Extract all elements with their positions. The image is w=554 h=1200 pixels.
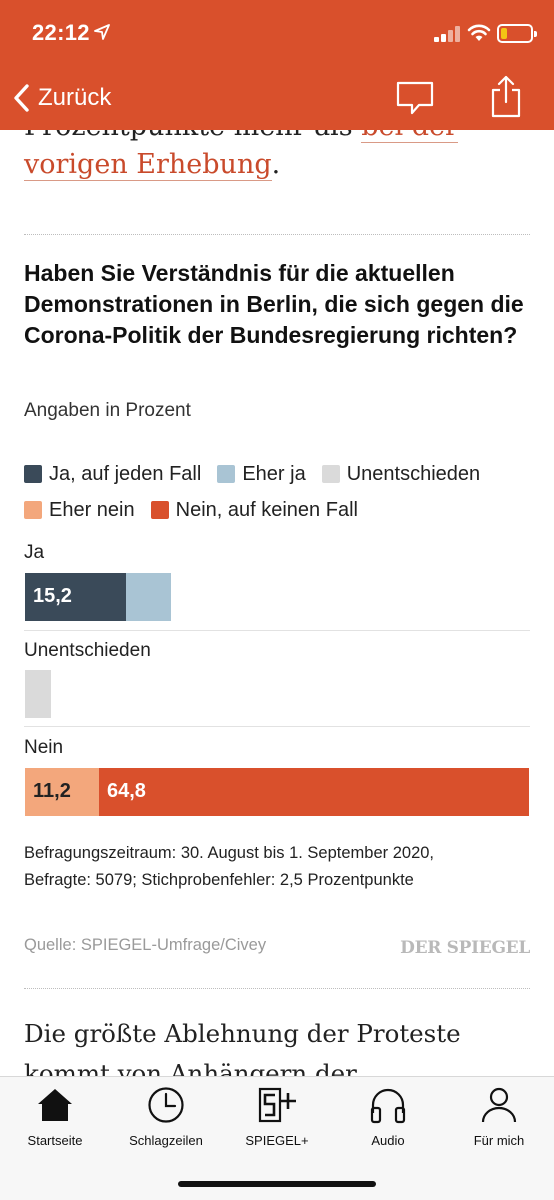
navigation-bar: Zurück (0, 70, 554, 126)
legend-label: Ja, auf jeden Fall (49, 462, 202, 485)
survey-respondents: Befragte: 5079; Stichprobenfehler: 2,5 P… (24, 871, 414, 889)
cellular-signal-icon (434, 26, 460, 42)
legend-item: Ja, auf jeden Fall (24, 456, 201, 492)
tab-audio[interactable]: Audio (333, 1085, 443, 1149)
tab-label: Startseite (27, 1133, 83, 1148)
legend-swatch (150, 501, 169, 519)
bar-value-label: 15,2 (33, 585, 72, 607)
comment-icon[interactable] (396, 80, 434, 116)
legend-label: Eher ja (242, 462, 306, 485)
bar-value-label: 64,8 (107, 780, 146, 802)
legend-swatch (321, 465, 340, 483)
headphones-icon (370, 1088, 406, 1124)
dotted-divider (24, 234, 530, 235)
tab-spiegel-plus[interactable]: SPIEGEL+ (222, 1085, 332, 1149)
group-label-ja: Ja (24, 542, 45, 563)
group-label-unentschieden: Unentschieden (24, 640, 151, 661)
chevron-left-icon (14, 84, 29, 112)
legend-item: Eher ja (217, 456, 306, 492)
spiegel-plus-icon (258, 1087, 296, 1123)
spiegel-logo: DER SPIEGEL (400, 938, 530, 958)
tab-label: Für mich (473, 1133, 525, 1148)
dotted-divider (24, 988, 530, 989)
next-paragraph: Die größte Ablehnung der Proteste kommt … (24, 1019, 461, 1076)
bar-segment: 64,8 (99, 768, 529, 816)
clock-icon (148, 1087, 184, 1123)
legend-label: Eher nein (49, 498, 135, 521)
survey-period: Befragungszeitraum: 30. August bis 1. Se… (24, 844, 435, 862)
legend-item: Unentschieden (321, 456, 481, 492)
legend-swatch (217, 465, 236, 483)
status-time: 22:12 (32, 20, 90, 45)
home-indicator (178, 1181, 376, 1187)
back-label: Zurück (38, 84, 112, 111)
tab-label: SPIEGEL+ (245, 1133, 309, 1148)
back-button[interactable]: Zurück (12, 82, 111, 114)
chart-legend: Ja, auf jeden Fall Eher ja Unentschieden Eh… (24, 456, 534, 528)
tab-bar: Startseite Schlagzeilen SPIEGEL+ Audio F… (0, 1076, 554, 1200)
legend-label: Nein, auf keinen Fall (175, 498, 358, 521)
tab-label: Audio (371, 1133, 405, 1148)
bar-value-label: 11,2 (33, 780, 71, 802)
home-icon (38, 1089, 72, 1121)
previous-paragraph: Prozentpunkte mehr als bei der vorigen E… (24, 130, 534, 184)
bar-segment (25, 670, 51, 718)
wifi-icon (467, 24, 491, 41)
article-content: Prozentpunkte mehr als bei der vorigen E… (0, 130, 554, 1076)
battery-icon (497, 24, 537, 43)
previous-survey-link[interactable]: bei der vorigen Erhebung (24, 130, 458, 181)
chart-source: Quelle: SPIEGEL-Umfrage/Civey (24, 936, 267, 954)
legend-item: Eher nein (24, 492, 135, 528)
bar-segment: 15,2 (25, 573, 126, 621)
bar-row-ja: 15,2 (25, 573, 529, 621)
poll-question: Haben Sie Verständnis für die aktuellen … (24, 260, 524, 348)
survey-meta: Befragungszeitraum: 30. August bis 1. Se… (24, 840, 534, 894)
legend-item: Nein, auf keinen Fall (150, 492, 358, 528)
tab-label: Schlagzeilen (129, 1133, 203, 1148)
app-header: 22:12 Zurück (0, 0, 554, 130)
bar-row-unentschieden (25, 670, 529, 718)
bar-segment: 11,2 (25, 768, 99, 816)
bar-row-nein: 11,2 64,8 (25, 768, 529, 816)
row-separator (24, 630, 530, 631)
share-icon[interactable] (490, 74, 522, 118)
tab-fuer-mich[interactable]: Für mich (444, 1085, 554, 1149)
status-bar: 22:12 (0, 0, 554, 64)
legend-swatch (24, 501, 42, 519)
row-separator (24, 726, 530, 727)
bar-segment (126, 573, 171, 621)
group-label-nein: Nein (24, 737, 64, 758)
poll-subtitle: Angaben in Prozent (24, 400, 191, 421)
location-arrow-icon (94, 24, 110, 40)
person-icon (481, 1087, 517, 1123)
tab-schlagzeilen[interactable]: Schlagzeilen (111, 1085, 221, 1149)
legend-swatch (24, 465, 42, 483)
legend-label: Unentschieden (346, 462, 481, 485)
tab-startseite[interactable]: Startseite (0, 1085, 110, 1149)
